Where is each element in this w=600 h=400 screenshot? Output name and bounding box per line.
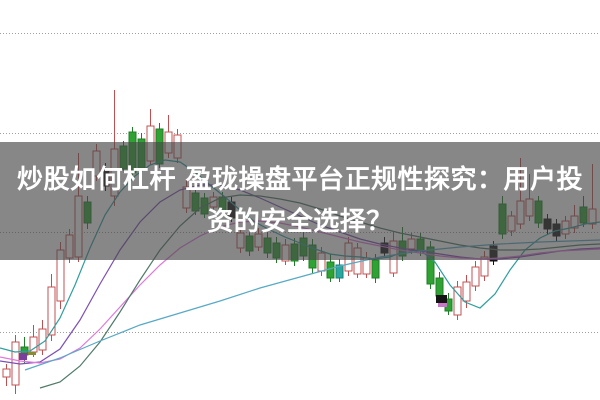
candle-body (335, 264, 344, 279)
headline-line-2: 资的安全选择？ (207, 207, 393, 237)
candle-body (2, 368, 11, 378)
olive-dash-marker (28, 352, 36, 355)
dark-box-marker (436, 295, 447, 303)
orchid-dash-marker (438, 303, 447, 307)
candle-body (38, 328, 47, 351)
candle-body (371, 259, 380, 279)
candle-body (462, 281, 471, 302)
purple-box-marker (19, 353, 27, 360)
candle-body (453, 286, 462, 316)
headline-line-1: 炒股如何杠杆 盈珑操盘平台正规性探究：用户投 (16, 165, 584, 195)
candle-body (471, 266, 480, 287)
candle-body (326, 261, 335, 279)
candle-body (435, 277, 444, 297)
title-overlay: 炒股如何杠杆 盈珑操盘平台正规性探究：用户投 资的安全选择？ (0, 142, 600, 260)
candle-body (47, 286, 56, 336)
